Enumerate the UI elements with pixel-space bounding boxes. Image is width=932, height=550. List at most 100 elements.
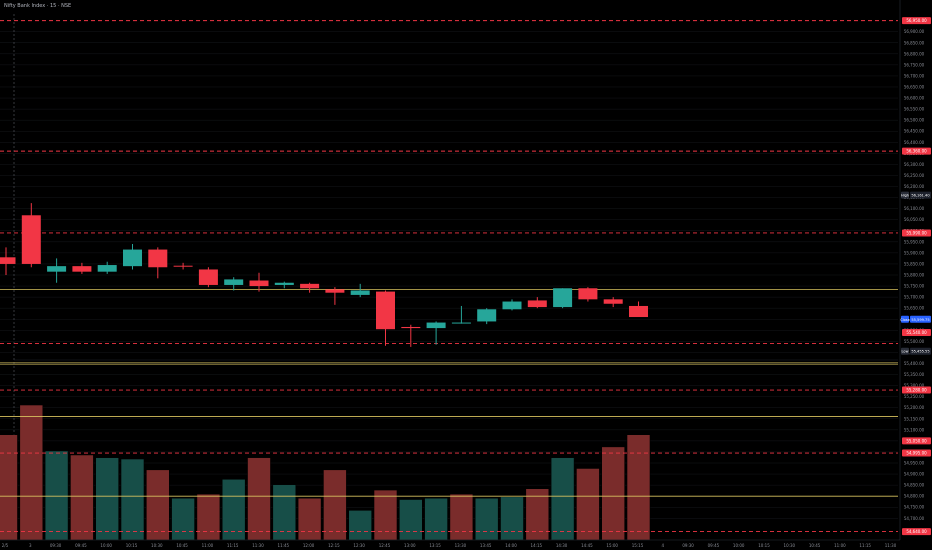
price-markers: 56,950.00 56,360.00 55,990.00 55,280.00 54,9… — [900, 17, 931, 536]
marker-tag-bg — [901, 315, 909, 323]
time-tick-label: 2/5 — [2, 543, 9, 548]
price-tick-label: 56,850.00 — [904, 40, 925, 45]
time-tick-label: 14:45 — [581, 543, 593, 548]
candle-body[interactable] — [477, 309, 497, 322]
price-tick-label: 56,100.00 — [904, 206, 925, 211]
time-tick-label: 09:45 — [75, 543, 87, 548]
marker-price-bg — [902, 437, 931, 445]
volume-bar — [70, 454, 94, 541]
volume-bar — [221, 478, 246, 541]
candle-body[interactable] — [553, 288, 573, 308]
candle-body[interactable] — [502, 301, 522, 310]
candle-body[interactable] — [426, 322, 446, 329]
time-tick-label: 12:15 — [328, 543, 340, 548]
level-price-label: 54,995.00 — [906, 451, 927, 456]
price-tick-label: 55,250.00 — [904, 394, 925, 399]
price-tick-label: 55,300.00 — [904, 383, 925, 388]
marker-tag: High — [901, 194, 909, 198]
price-tick-label: 55,900.00 — [904, 250, 925, 255]
price-tick-label: 55,950.00 — [904, 239, 925, 244]
volume-bar — [576, 468, 600, 541]
time-tick-label: 11:15 — [859, 543, 871, 548]
volume-bar — [601, 446, 626, 541]
level-price-label: 55,280.00 — [906, 388, 927, 393]
price-tick-label: 56,700.00 — [904, 73, 925, 78]
price-tick-label: 54,700.00 — [904, 516, 925, 521]
candles — [0, 203, 648, 347]
time-tick-label: 11:00 — [834, 543, 846, 548]
marker-price-label: 55,455.55 — [911, 350, 929, 354]
price-tick-label: 56,400.00 — [904, 140, 925, 145]
level-price-label: 56,360.00 — [906, 149, 927, 154]
candle-body[interactable] — [123, 249, 142, 267]
candle-body[interactable] — [148, 249, 168, 268]
candle-body[interactable] — [21, 215, 41, 264]
marker-price-bg — [910, 315, 931, 323]
price-tick-label: 54,900.00 — [904, 472, 925, 477]
volume-bar — [120, 458, 145, 541]
candle-body[interactable] — [224, 279, 244, 285]
price-tick-label: 55,850.00 — [904, 261, 925, 266]
marker-tag-bg — [901, 347, 909, 355]
price-tick-label: 55,200.00 — [904, 405, 925, 410]
candle-body[interactable] — [350, 290, 370, 295]
volume-bar — [348, 509, 373, 541]
candle-body[interactable] — [198, 269, 218, 285]
candle-body[interactable] — [47, 266, 67, 272]
volume-bar — [196, 493, 221, 541]
price-tick-label: 56,500.00 — [904, 118, 925, 123]
volume-bar — [500, 496, 524, 541]
time-tick-label: 10:15 — [758, 543, 770, 548]
level-price-tag — [902, 386, 931, 394]
candle-body[interactable] — [300, 283, 320, 289]
grid — [0, 14, 898, 540]
price-tick-label: 54,800.00 — [904, 494, 925, 499]
candle-body[interactable] — [603, 299, 623, 304]
time-tick-label: 09:45 — [708, 543, 720, 548]
level-price-label: 54,640.00 — [906, 529, 927, 534]
volume-bar — [297, 497, 322, 541]
candle-body[interactable] — [629, 305, 648, 318]
level-price-label: 55,990.00 — [906, 231, 927, 236]
candle-body[interactable] — [401, 326, 421, 329]
candle-body[interactable] — [527, 300, 547, 308]
volume-bar — [449, 493, 474, 541]
volume-bar — [0, 434, 18, 541]
candle-body[interactable] — [376, 291, 395, 330]
candle-body[interactable] — [578, 288, 598, 300]
price-tick-label: 55,800.00 — [904, 273, 925, 278]
marker-price-label: 55,050.00 — [906, 438, 927, 443]
time-tick-label: 15:15 — [632, 543, 644, 548]
candle-body[interactable] — [274, 282, 294, 285]
candle-body[interactable] — [173, 265, 193, 267]
price-tick-label: 54,850.00 — [904, 483, 925, 488]
price-tick-label: 54,750.00 — [904, 505, 925, 510]
time-tick-label: 11:45 — [278, 543, 290, 548]
time-tick-label: 11:00 — [202, 543, 214, 548]
time-axis: 2/5 3 09:30 09:45 10:00 10:15 10:30 10:45 11:00 1… — [0, 539, 900, 548]
marker-price-label: 56,161.40 — [911, 194, 930, 198]
marker-tag-bg — [901, 191, 909, 199]
time-tick-label: 12:30 — [353, 543, 365, 548]
price-tick-label: 56,200.00 — [904, 184, 925, 189]
volume-bar — [247, 457, 271, 541]
candle-body[interactable] — [72, 266, 92, 272]
time-tick-label: 14:00 — [505, 543, 517, 548]
candle-body[interactable] — [97, 265, 117, 272]
volume-bar — [19, 404, 44, 541]
volume-bar — [398, 499, 423, 541]
time-tick-label: 10:45 — [176, 543, 188, 548]
candle-body[interactable] — [249, 280, 269, 287]
price-axis-bg — [900, 0, 932, 550]
marker-price-bg — [910, 191, 931, 199]
candle-body[interactable] — [451, 322, 471, 324]
time-tick-label: 3 — [29, 543, 32, 548]
candle-body[interactable] — [325, 289, 345, 293]
time-tick-label: 4 — [662, 543, 665, 548]
marker-price-bg — [902, 329, 931, 337]
price-tick-label: 55,400.00 — [904, 361, 925, 366]
volume-bar — [373, 489, 398, 541]
candle-body[interactable] — [0, 257, 16, 264]
time-tick-label: 10:45 — [809, 543, 821, 548]
